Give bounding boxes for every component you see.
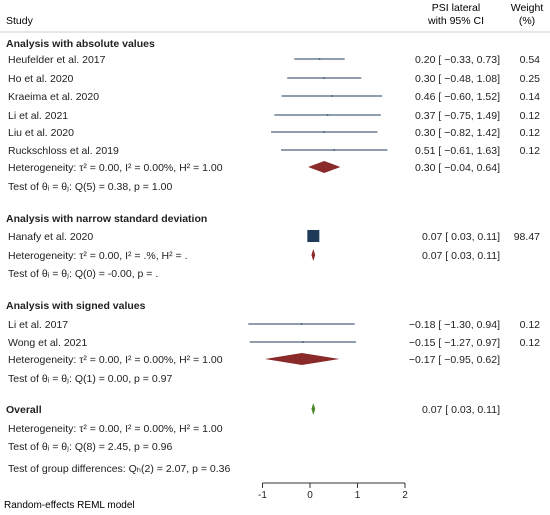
- study-ci-value: 0.37 [ −0.75, 1.49]: [415, 110, 500, 122]
- study-label: Ruckschloss et al. 2019: [8, 145, 119, 157]
- group-test-text: Test of θᵢ = θⱼ: Q(5) = 0.38, p = 1.00: [8, 181, 172, 193]
- study-point: [323, 131, 325, 133]
- x-tick-label: -1: [258, 490, 267, 501]
- heterogeneity-text: Heterogeneity: τ² = 0.00, I² = .%, H² = …: [8, 250, 188, 262]
- group-test-text: Test of θᵢ = θⱼ: Q(0) = -0.00, p = .: [8, 268, 158, 280]
- study-ci-value: 0.30 [ −0.82, 1.42]: [415, 127, 500, 139]
- x-axis: -1 0 1 2: [258, 482, 408, 501]
- pooled-ci-value: 0.30 [ −0.04, 0.64]: [415, 162, 500, 174]
- pooled-diamond: [311, 249, 316, 261]
- study-point: [318, 58, 321, 60]
- study-weight: 0.12: [520, 319, 541, 331]
- x-tick-label: 0: [307, 490, 313, 501]
- study-weight: 0.12: [520, 337, 541, 349]
- study-weight: 0.12: [520, 145, 541, 157]
- header-effect-line1: PSI lateral: [432, 2, 480, 14]
- study-ci-value: −0.15 [ −1.27, 0.97]: [409, 337, 500, 349]
- study-point: [326, 114, 329, 116]
- header-effect-line2: with 95% CI: [427, 15, 484, 27]
- study-label: Heufelder et al. 2017: [8, 54, 106, 66]
- study-point: [302, 341, 304, 343]
- study-point: [331, 95, 333, 97]
- study-weight: 0.12: [520, 127, 541, 139]
- pooled-diamond: [308, 161, 341, 173]
- model-note: Random-effects REML model: [4, 500, 135, 511]
- overall-title: Overall: [6, 404, 42, 416]
- overall-heterogeneity: Heterogeneity: τ² = 0.00, I² = 0.00%, H²…: [8, 423, 223, 435]
- study-ci-value: 0.07 [ 0.03, 0.11]: [422, 231, 500, 243]
- study-ci-value: 0.46 [ −0.60, 1.52]: [415, 91, 500, 103]
- study-label: Li et al. 2017: [8, 319, 68, 331]
- study-ci-value: 0.51 [ −0.61, 1.63]: [415, 145, 500, 157]
- overall-ci-value: 0.07 [ 0.03, 0.11]: [422, 404, 500, 416]
- overall-diamond: [311, 403, 316, 415]
- group-test-text: Test of θᵢ = θⱼ: Q(1) = 0.00, p = 0.97: [8, 373, 172, 385]
- study-label: Wong et al. 2021: [8, 337, 87, 349]
- group-title: Analysis with signed values: [6, 300, 146, 312]
- study-weight: 98.47: [514, 231, 540, 243]
- study-point: [333, 149, 335, 151]
- header-weight-line2: (%): [519, 15, 535, 27]
- study-label: Ho et al. 2020: [8, 73, 74, 85]
- overall-test: Test of θᵢ = θⱼ: Q(8) = 2.45, p = 0.96: [8, 441, 172, 453]
- study-weight: 0.25: [520, 73, 541, 85]
- header-weight-line1: Weight: [511, 2, 544, 14]
- study-weight: 0.54: [520, 54, 541, 66]
- study-label: Kraeima et al. 2020: [8, 91, 99, 103]
- study-point: [307, 230, 320, 242]
- group-title: Analysis with absolute values: [6, 38, 155, 50]
- study-ci-value: 0.30 [ −0.48, 1.08]: [415, 73, 500, 85]
- study-label: Hanafy et al. 2020: [8, 231, 93, 243]
- study-ci-value: −0.18 [ −1.30, 0.94]: [409, 319, 500, 331]
- x-tick-label: 2: [402, 490, 408, 501]
- study-point: [300, 323, 303, 325]
- pooled-diamond: [264, 353, 340, 365]
- x-tick-label: 1: [355, 490, 361, 501]
- study-weight: 0.12: [520, 110, 541, 122]
- study-label: Liu et al. 2020: [8, 127, 74, 139]
- study-weight: 0.14: [520, 91, 541, 103]
- study-label: Li et al. 2021: [8, 110, 68, 122]
- group-title: Analysis with narrow standard deviation: [6, 213, 207, 225]
- forest-rows: Analysis with absolute values Heufelder e…: [6, 38, 540, 475]
- header-study: Study: [6, 15, 34, 27]
- study-ci-value: 0.20 [ −0.33, 0.73]: [415, 54, 500, 66]
- pooled-ci-value: 0.07 [ 0.03, 0.11]: [422, 250, 500, 262]
- heterogeneity-text: Heterogeneity: τ² = 0.00, I² = 0.00%, H²…: [8, 162, 223, 174]
- group-differences-test: Test of group differences: Qₕ(2) = 2.07,…: [8, 463, 231, 475]
- study-point: [323, 77, 325, 79]
- pooled-ci-value: −0.17 [ −0.95, 0.62]: [409, 354, 500, 366]
- heterogeneity-text: Heterogeneity: τ² = 0.00, I² = 0.00%, H²…: [8, 354, 223, 366]
